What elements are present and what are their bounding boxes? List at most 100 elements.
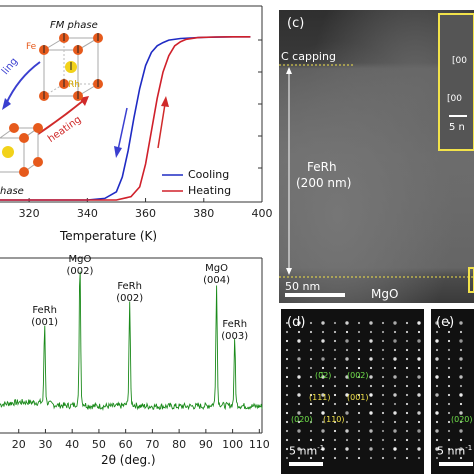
diffraction-spot	[357, 402, 361, 406]
mt-x-tick-label: 340	[77, 207, 98, 220]
diffraction-spot	[417, 438, 421, 442]
diffraction-spot	[393, 348, 397, 352]
xrd-x-tick-label: 50	[92, 438, 106, 451]
diffraction-spot	[447, 366, 451, 370]
diffraction-spot	[405, 438, 409, 442]
diffraction-spot	[435, 375, 439, 379]
diffraction-spot	[447, 438, 451, 442]
diffraction-spot	[321, 447, 325, 451]
diffraction-spot	[369, 420, 373, 424]
diffraction-spot	[357, 456, 361, 460]
diffraction-spot	[393, 429, 397, 433]
diffraction-spot	[435, 357, 439, 361]
diffraction-spot	[285, 456, 289, 460]
diffraction-spot	[459, 384, 463, 388]
diffraction-spot	[417, 393, 421, 397]
diffraction-spot	[321, 321, 325, 325]
diffraction-spot	[333, 438, 337, 442]
diffraction-spot	[417, 411, 421, 415]
diffraction-spot	[333, 393, 337, 397]
diffraction-spot	[459, 330, 463, 334]
diffraction-spot	[297, 375, 301, 379]
fm-phase-label: FM phase	[50, 20, 98, 31]
inset-frame	[438, 13, 474, 151]
saed-d-scale-label: 5 nm-1	[289, 444, 325, 458]
diffraction-spot	[297, 420, 301, 424]
diffraction-spot	[381, 330, 385, 334]
diffraction-spot	[393, 402, 397, 406]
saed-d-scale-bar	[289, 462, 323, 466]
diffraction-spot	[435, 456, 439, 460]
saed-e-scale-label: 5 nm-1	[437, 444, 473, 458]
diffraction-spot	[333, 384, 337, 388]
diffraction-spot	[435, 330, 439, 334]
cooling-arrowhead	[2, 98, 11, 110]
diffraction-spot	[435, 348, 439, 352]
fm-unit-cell	[39, 33, 103, 101]
diffraction-spot	[381, 321, 385, 325]
diffraction-spot	[447, 375, 451, 379]
diffraction-spot	[459, 429, 463, 433]
diffraction-spot	[459, 348, 463, 352]
xrd-x-ticks: 20 30 40 50 60 70 80 90 100 110	[12, 429, 270, 451]
inset-marker	[468, 267, 474, 293]
heating-curve-arrowhead	[161, 96, 169, 107]
diffraction-spot	[369, 393, 373, 397]
xrd-x-tick-label: 20	[12, 438, 26, 451]
saed-d-spot-label-5: (020)	[291, 415, 313, 424]
saed-d-panel: (d) (0̅2) (002) (111) (001) (020) (110) …	[281, 309, 424, 474]
diffraction-spot	[309, 393, 313, 397]
diffraction-spot	[309, 375, 313, 379]
diffraction-spot	[459, 456, 463, 460]
diffraction-spot	[369, 447, 373, 451]
diffraction-spot	[321, 339, 325, 343]
diffraction-spot	[405, 411, 409, 415]
inset-label-1: [00	[452, 56, 467, 66]
substrate-label: MgO	[371, 287, 399, 301]
saed-d-spot-label-6: (110)	[323, 415, 345, 424]
diffraction-spot	[309, 384, 313, 388]
diffraction-spot	[297, 348, 301, 352]
diffraction-spot	[333, 330, 337, 334]
diffraction-spot	[435, 420, 439, 424]
diffraction-spot	[309, 438, 313, 442]
saed-e-spot-label-1: (020)	[451, 415, 473, 424]
diffraction-spot	[417, 402, 421, 406]
diffraction-spot	[369, 438, 373, 442]
diffraction-spot	[393, 438, 397, 442]
xrd-peak-label: FeRh (002)	[116, 281, 144, 305]
diffraction-spot	[393, 456, 397, 460]
diffraction-spot	[345, 456, 349, 460]
diffraction-spot	[285, 429, 289, 433]
diffraction-spot	[309, 339, 313, 343]
diffraction-spot	[447, 402, 451, 406]
diffraction-spot	[393, 420, 397, 424]
diffraction-spot	[297, 384, 301, 388]
diffraction-spot	[333, 456, 337, 460]
diffraction-spot	[405, 420, 409, 424]
diffraction-spot	[447, 429, 451, 433]
diffraction-spot	[345, 393, 349, 397]
diffraction-spot	[321, 420, 325, 424]
mt-curve-panel: 320 340 360 380 400	[0, 0, 275, 250]
diffraction-spot	[345, 375, 349, 379]
diffraction-spot	[297, 366, 301, 370]
tem-panel-label: (c)	[287, 16, 305, 31]
mt-series	[0, 36, 251, 201]
diffraction-spot	[417, 357, 421, 361]
diffraction-spot	[447, 393, 451, 397]
diffraction-spot	[381, 339, 385, 343]
diffraction-spot	[435, 438, 439, 442]
diffraction-spot	[333, 321, 337, 325]
xrd-x-tick-label: 90	[199, 438, 213, 451]
diffraction-spot	[435, 366, 439, 370]
diffraction-spot	[381, 366, 385, 370]
mt-series-cooling	[0, 36, 251, 201]
diffraction-spot	[357, 384, 361, 388]
diffraction-spot	[309, 447, 313, 451]
diffraction-spot	[405, 429, 409, 433]
diffraction-spot	[345, 447, 349, 451]
diffraction-spot	[393, 330, 397, 334]
diffraction-spot	[285, 438, 289, 442]
saed-d-label: (d)	[287, 315, 306, 330]
